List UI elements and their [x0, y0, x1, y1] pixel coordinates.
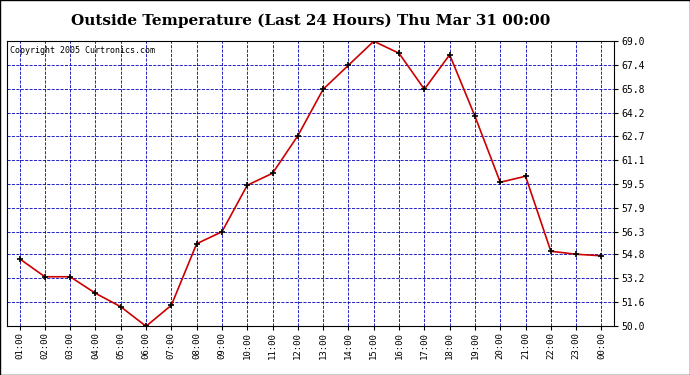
Text: Outside Temperature (Last 24 Hours) Thu Mar 31 00:00: Outside Temperature (Last 24 Hours) Thu … [71, 13, 550, 27]
Text: Copyright 2005 Curtronics.com: Copyright 2005 Curtronics.com [10, 45, 155, 54]
